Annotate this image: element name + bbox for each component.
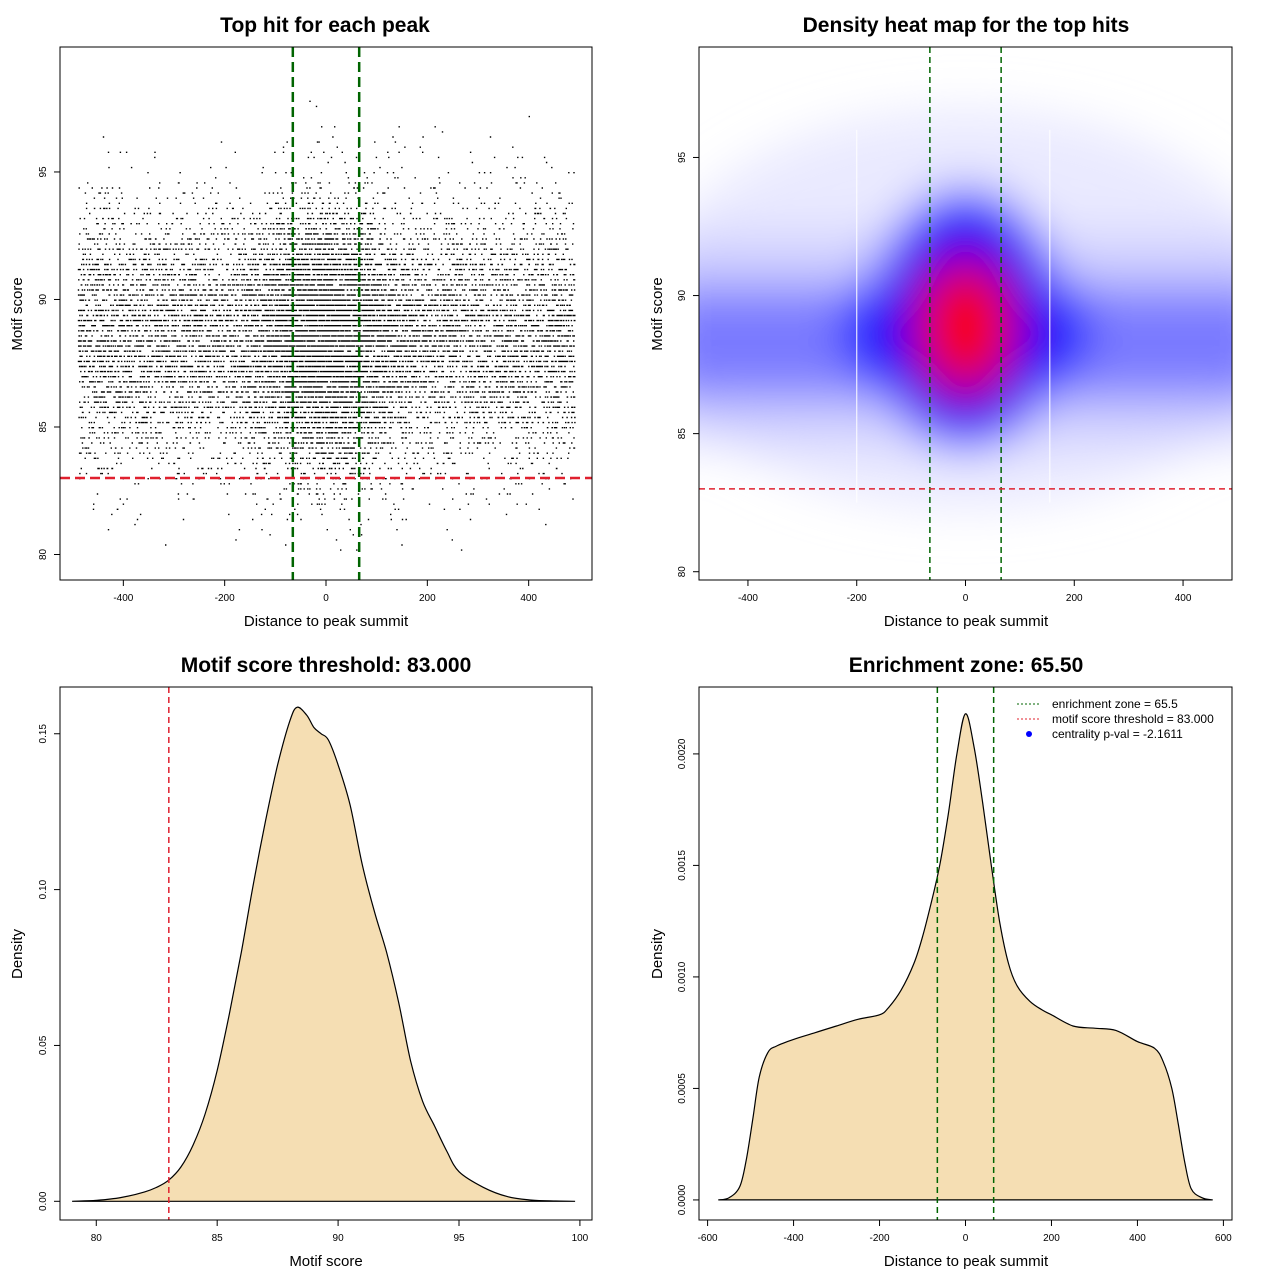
legend-pval-marker: [1026, 731, 1032, 737]
y-tick-label: 0.0010: [677, 961, 688, 992]
heatmap-title: Density heat map for the top hits: [803, 14, 1130, 37]
legend-threshold-label: motif score threshold = 83.000: [1052, 712, 1214, 726]
distance-density-y-label: Density: [649, 928, 666, 979]
score-density-plot-box: [59, 686, 593, 1221]
score-density-title: Motif score threshold: 83.000: [181, 654, 472, 677]
x-tick-label: 0: [963, 593, 969, 604]
x-tick-label: 100: [572, 1233, 589, 1244]
scatter-points: [77, 100, 576, 551]
y-tick-label: 0.15: [38, 724, 49, 744]
score-density-y-label: Density: [9, 928, 26, 979]
score-density-y-ticks: 0.00 0.05 0.10 0.15: [38, 724, 60, 1211]
y-tick-label: 95: [677, 151, 688, 163]
distance-density-area: [718, 713, 1213, 1201]
x-tick-label: 400: [1175, 593, 1192, 604]
scatter-title: Top hit for each peak: [220, 14, 430, 37]
heatmap-reference-lines: [699, 47, 1232, 580]
x-tick-label: 200: [419, 593, 436, 604]
distance-density-x-label: Distance to peak summit: [884, 1253, 1049, 1270]
score-density-area: [72, 706, 576, 1202]
x-tick-label: 400: [1129, 1233, 1146, 1244]
y-tick-label: 0.00: [38, 1191, 49, 1211]
y-tick-label: 0.0005: [677, 1073, 688, 1104]
y-tick-label: 95: [38, 166, 49, 178]
y-tick-label: 0.05: [38, 1035, 49, 1055]
scatter-y-ticks: 80 85 90 95: [38, 166, 60, 560]
heatmap-panel: Density heat map for the top hits -400 -2…: [649, 14, 1233, 630]
y-tick-label: 90: [38, 293, 49, 305]
heatmap-x-ticks: -400 -200 0 200 400: [738, 580, 1192, 604]
legend: enrichment zone = 65.5 motif score thres…: [1017, 697, 1214, 741]
scatter-panel: Top hit for each peak -400 -200 0 200 400 80…: [9, 14, 593, 630]
x-tick-label: -200: [870, 1233, 890, 1244]
x-tick-label: 95: [453, 1233, 465, 1244]
x-tick-label: 200: [1043, 1233, 1060, 1244]
y-tick-label: 90: [677, 290, 688, 302]
score-density-panel: Motif score threshold: 83.000 80 85 90 95 10…: [9, 654, 593, 1270]
x-tick-label: -400: [784, 1233, 804, 1244]
legend-pval-label: centrality p-val = -2.1611: [1052, 727, 1183, 741]
scatter-y-label: Motif score: [9, 277, 26, 350]
legend-zone-label: enrichment zone = 65.5: [1052, 697, 1178, 711]
x-tick-label: 600: [1215, 1233, 1232, 1244]
enrichment-zone-lines: [936, 687, 995, 1220]
x-tick-label: 0: [963, 1233, 969, 1244]
scatter-plot-box: [59, 46, 593, 581]
y-tick-label: 0.0020: [677, 738, 688, 769]
x-tick-label: 90: [333, 1233, 345, 1244]
y-tick-label: 0.0000: [677, 1184, 688, 1215]
score-density-x-label: Motif score: [289, 1253, 362, 1270]
heatmap-y-label: Motif score: [649, 277, 666, 350]
y-tick-label: 80: [677, 566, 688, 578]
distance-density-x-ticks: -600 -400 -200 0 200 400 600: [698, 1220, 1232, 1244]
x-tick-label: 85: [212, 1233, 224, 1244]
heat-core-red: [931, 275, 1000, 380]
heatmap-x-label: Distance to peak summit: [884, 613, 1049, 630]
y-tick-label: 80: [38, 548, 49, 560]
x-tick-label: 200: [1066, 593, 1083, 604]
x-tick-label: 0: [323, 593, 329, 604]
distance-density-y-ticks: 0.0000 0.0005 0.0010 0.0015 0.0020: [677, 738, 699, 1215]
heatmap-seams: [856, 129, 1051, 503]
x-tick-label: 80: [91, 1233, 103, 1244]
scatter-x-label: Distance to peak summit: [244, 613, 409, 630]
x-tick-label: -200: [847, 593, 867, 604]
distance-density-title: Enrichment zone: 65.50: [849, 654, 1084, 677]
y-tick-label: 85: [38, 421, 49, 433]
heatmap-area: [699, 47, 1232, 580]
x-tick-label: -600: [698, 1233, 718, 1244]
x-tick-label: 400: [520, 593, 537, 604]
heatmap-y-ticks: 80 85 90 95: [677, 151, 699, 577]
y-tick-label: 85: [677, 428, 688, 440]
y-tick-label: 0.10: [38, 879, 49, 899]
scatter-x-ticks: -400 -200 0 200 400: [113, 580, 537, 604]
x-tick-label: -200: [215, 593, 235, 604]
score-density-x-ticks: 80 85 90 95 100: [91, 1220, 589, 1244]
scatter-reference-lines: [60, 47, 592, 580]
heatmap-density: [699, 109, 1232, 510]
x-tick-label: -400: [738, 593, 758, 604]
scatter-point-cloud: [77, 100, 576, 551]
x-tick-label: -400: [113, 593, 133, 604]
y-tick-label: 0.0015: [677, 850, 688, 881]
distance-density-panel: Enrichment zone: 65.50 -600 -400 -200 0 200 4…: [649, 654, 1233, 1270]
